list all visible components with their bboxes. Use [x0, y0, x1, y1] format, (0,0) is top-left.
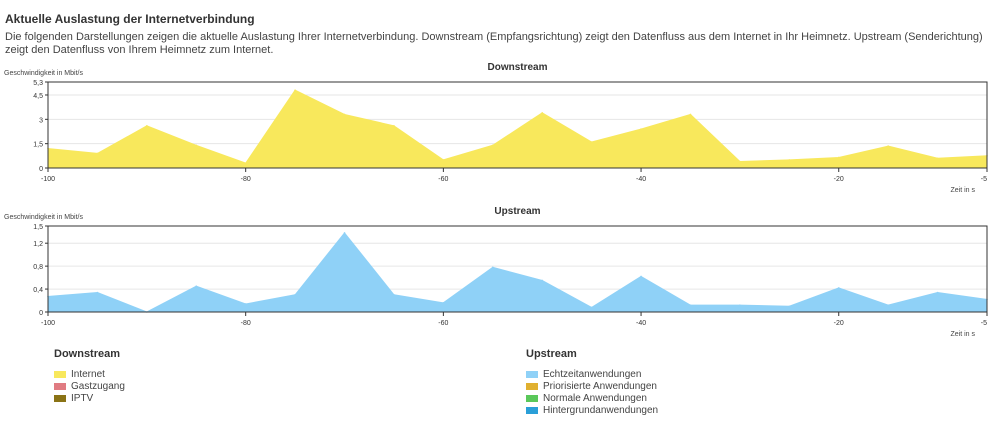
data-point: [837, 156, 840, 159]
data-point: [491, 266, 494, 269]
data-point: [393, 294, 395, 296]
data-point: [590, 141, 593, 143]
y-tick-label: 5,3: [33, 80, 43, 87]
x-tick-label: -100: [41, 176, 55, 183]
y-tick-label: 0: [39, 310, 43, 317]
data-point: [887, 145, 889, 147]
data-point: [936, 291, 939, 294]
data-point: [689, 113, 692, 116]
x-tick-label: -5: [981, 320, 987, 327]
data-point: [195, 144, 198, 147]
x-tick-label: -40: [636, 176, 646, 183]
series-area: [47, 89, 988, 169]
legend-downstream-title: Downstream: [54, 348, 121, 360]
x-tick-label: -80: [241, 176, 251, 183]
plot-frame: [47, 81, 988, 169]
legend-swatch: [526, 406, 538, 414]
x-tick-label: -100: [41, 320, 55, 327]
downstream-chart: Downstream Geschwindigkeit in Mbit/s 0 1,5 3…: [4, 62, 988, 194]
data-point: [936, 157, 939, 160]
legend-item-normale-anwendungen: Normale Anwendungen: [526, 392, 647, 404]
data-point: [294, 294, 296, 296]
chart-title: Downstream: [487, 62, 547, 73]
legend-swatch: [526, 394, 538, 402]
x-tick-label: -80: [241, 320, 251, 327]
x-tick-label: -5: [981, 176, 987, 183]
data-point: [541, 279, 544, 282]
upstream-chart: Upstream Geschwindigkeit in Mbit/s 0 0,4 0,8…: [4, 206, 988, 338]
data-point: [887, 304, 889, 306]
data-point: [640, 128, 642, 130]
data-point: [442, 159, 445, 161]
x-tick-label: -60: [438, 320, 448, 327]
legend-swatch: [54, 382, 66, 390]
data-point: [96, 152, 99, 155]
legend-label: Gastzugang: [71, 380, 125, 392]
legend-label: Normale Anwendungen: [543, 392, 647, 404]
y-tick-label: 3: [39, 117, 43, 124]
chart-title: Upstream: [494, 206, 540, 217]
legend-item-hintergrundanwendungen: Hintergrundanwendungen: [526, 404, 658, 416]
data-point: [739, 160, 741, 163]
legend-upstream-title: Upstream: [526, 348, 577, 360]
y-tick-label: 1,2: [33, 241, 43, 248]
x-tick-label: -40: [636, 320, 646, 327]
data-point: [343, 232, 346, 234]
legend-swatch: [54, 394, 66, 402]
data-point: [491, 144, 494, 147]
data-point: [294, 89, 296, 91]
data-point: [788, 159, 791, 161]
data-point: [640, 275, 642, 278]
y-tick-label: 0,4: [33, 287, 43, 294]
data-point: [244, 162, 247, 164]
x-tick-label: -60: [438, 176, 448, 183]
data-point: [195, 285, 198, 287]
page-description: Die folgenden Darstellungen zeigen die a…: [5, 31, 983, 56]
y-axis-label: Geschwindigkeit in Mbit/s: [4, 70, 83, 77]
data-point: [146, 125, 148, 127]
plot-frame: [47, 225, 988, 313]
legend-swatch: [526, 382, 538, 390]
legend-swatch: [54, 370, 66, 378]
data-point: [837, 287, 840, 289]
legend-item-priorisierte-anwendungen: Priorisierte Anwendungen: [526, 380, 657, 392]
legend-item-iptv: IPTV: [54, 392, 93, 404]
page-title: Aktuelle Auslastung der Internetverbindu…: [5, 12, 255, 26]
series-area: [47, 232, 988, 313]
data-point: [244, 303, 247, 305]
legend-label: Echtzeitanwendungen: [543, 368, 642, 380]
x-axis-label: Zeit in s: [950, 331, 975, 338]
y-tick-label: 1,5: [33, 224, 43, 231]
x-tick-label: -20: [834, 176, 844, 183]
x-axis-label: Zeit in s: [950, 187, 975, 194]
data-point: [96, 291, 99, 294]
legend-label: Internet: [71, 368, 105, 380]
data-point: [689, 304, 692, 306]
y-axis-label: Geschwindigkeit in Mbit/s: [4, 214, 83, 221]
data-point: [788, 305, 791, 308]
y-tick-label: 4,5: [33, 93, 43, 100]
data-point: [541, 112, 544, 114]
data-point: [393, 125, 395, 127]
legend-label: Priorisierte Anwendungen: [543, 380, 657, 392]
legend-item-gastzugang: Gastzugang: [54, 380, 125, 392]
legend-label: IPTV: [71, 392, 94, 404]
data-point: [442, 302, 445, 304]
y-tick-label: 1,5: [33, 142, 43, 149]
x-tick-label: -20: [834, 320, 844, 327]
y-tick-label: 0,8: [33, 264, 43, 271]
y-tick-label: 0: [39, 166, 43, 173]
legend-swatch: [526, 370, 538, 378]
data-point: [739, 304, 741, 306]
legend-label: Hintergrundanwendungen: [543, 404, 659, 416]
legend-item-internet: Internet: [54, 368, 105, 380]
legend-item-echtzeitanwendungen: Echtzeitanwendungen: [526, 368, 641, 380]
data-point: [343, 113, 346, 116]
data-point: [590, 306, 593, 309]
